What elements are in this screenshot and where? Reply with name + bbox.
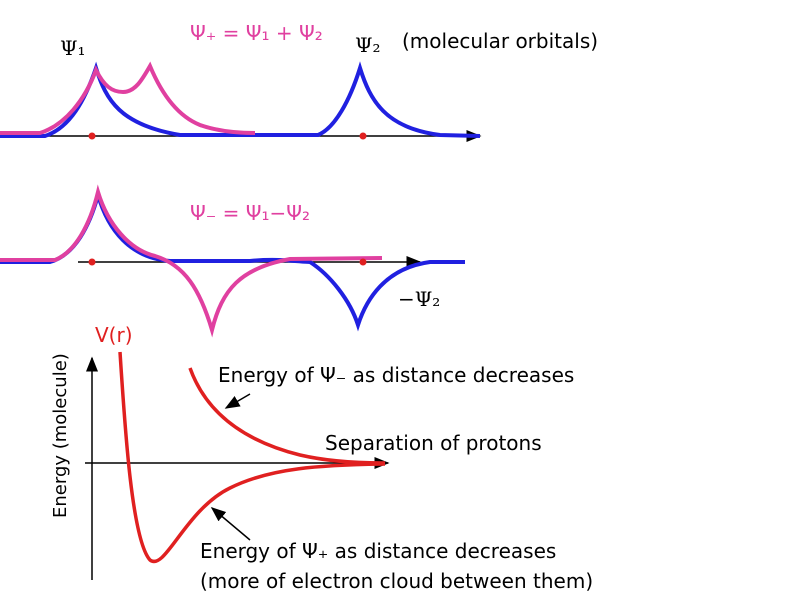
label: Ψ₁ [60, 36, 86, 60]
arrow [210, 507, 251, 541]
label: −Ψ₂ [398, 287, 440, 311]
label: Ψ₂ [355, 33, 381, 57]
label: Ψ₊ = Ψ₁ + Ψ₂ [190, 21, 323, 45]
label: Ψ₋ = Ψ₁−Ψ₂ [190, 201, 310, 225]
energy-plus-curve [118, 351, 386, 564]
label: Energy of Ψ₋ as distance decreases [218, 363, 574, 387]
energy-minus-curve [188, 367, 386, 465]
label: Energy (molecule) [50, 353, 71, 518]
label: (more of electron cloud between them) [200, 569, 593, 593]
label: V(r) [95, 323, 133, 347]
proton [359, 258, 367, 266]
psi-minus-curve [0, 184, 383, 338]
arrow [224, 393, 251, 409]
psi1-psi2-curve [0, 61, 481, 138]
label: (molecular orbitals) [402, 29, 598, 53]
label: Energy of Ψ₊ as distance decreases [200, 539, 556, 563]
label: Separation of protons [325, 431, 542, 455]
proton [359, 132, 367, 140]
psi-plus-curve [0, 61, 256, 135]
proton [88, 132, 96, 140]
proton [88, 258, 96, 266]
